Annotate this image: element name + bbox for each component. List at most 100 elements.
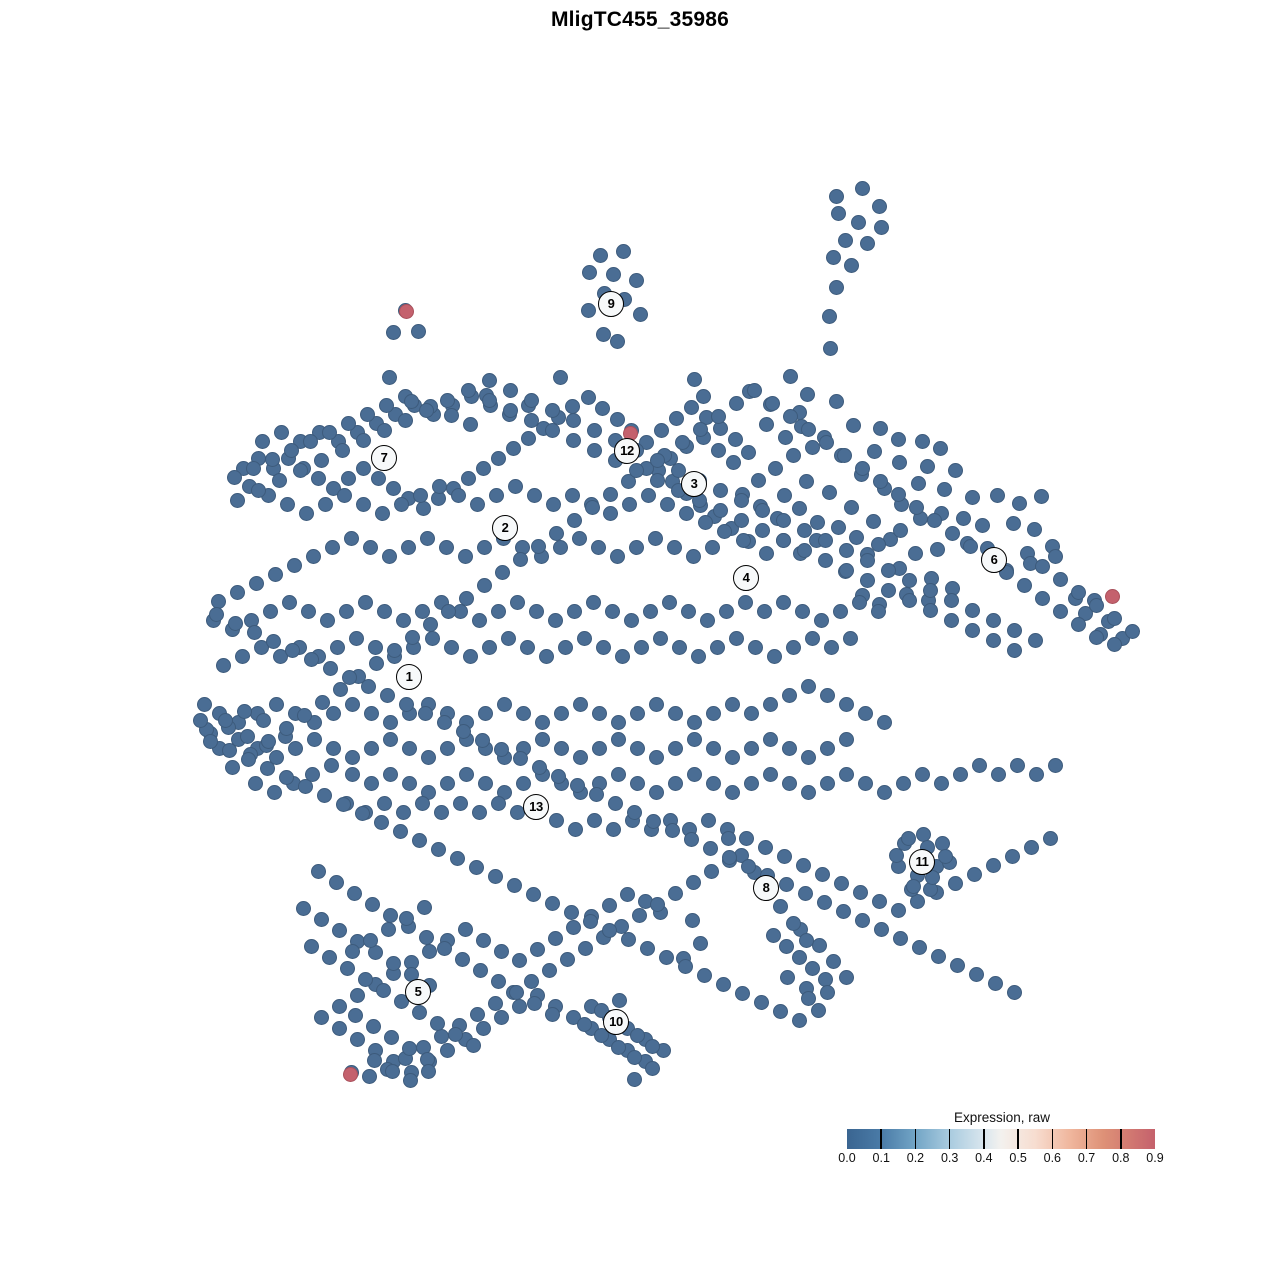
scatter-point: [340, 470, 356, 486]
scatter-point: [740, 858, 756, 874]
scatter-point: [357, 594, 373, 610]
scatter-point: [907, 545, 923, 561]
scatter-point: [332, 681, 348, 697]
scatter-point: [221, 742, 237, 758]
scatter-point: [854, 180, 870, 196]
scatter-point: [910, 475, 926, 491]
scatter-point: [534, 731, 550, 747]
scatter-point: [604, 603, 620, 619]
scatter-point: [919, 458, 935, 474]
cluster-label-6[interactable]: 6: [981, 547, 1007, 573]
cluster-label-2[interactable]: 2: [492, 515, 518, 541]
scatter-point: [262, 603, 278, 619]
scatter-point: [354, 805, 370, 821]
scatter-point: [452, 795, 468, 811]
scatter-point: [343, 530, 359, 546]
scatter-point: [777, 429, 793, 445]
scatter-point: [607, 795, 623, 811]
scatter-point: [268, 696, 284, 712]
scatter-point: [870, 536, 886, 552]
scatter-point: [758, 416, 774, 432]
scatter-point: [335, 796, 351, 812]
scatter-point: [737, 594, 753, 610]
cluster-label-3[interactable]: 3: [681, 471, 707, 497]
scatter-point: [781, 687, 797, 703]
scatter-point: [591, 705, 607, 721]
scatter-point: [563, 904, 579, 920]
scatter-point: [460, 470, 476, 486]
scatter-point: [418, 929, 434, 945]
scatter-point: [609, 411, 625, 427]
scatter-point: [402, 1072, 418, 1088]
scatter-point: [890, 902, 906, 918]
colorbar-tick: [948, 1129, 951, 1149]
scatter-point: [699, 612, 715, 628]
scatter-point: [511, 952, 527, 968]
scatter-point: [424, 630, 440, 646]
scatter-point: [328, 874, 344, 890]
scatter-point: [838, 562, 854, 578]
scatter-point: [629, 1027, 645, 1043]
scatter-point: [509, 594, 525, 610]
scatter-point: [733, 512, 749, 528]
scatter-point: [817, 552, 833, 568]
scatter-point: [565, 432, 581, 448]
scatter-point: [640, 487, 656, 503]
scatter-point: [610, 731, 626, 747]
cluster-label-10[interactable]: 10: [603, 1009, 629, 1035]
scatter-point: [700, 812, 716, 828]
scatter-point: [481, 639, 497, 655]
scatter-point: [740, 444, 756, 460]
scatter-point: [474, 732, 490, 748]
cluster-label-9[interactable]: 9: [598, 291, 624, 317]
scatter-point: [837, 232, 853, 248]
scatter-point: [519, 639, 535, 655]
scatter-point: [530, 538, 546, 554]
scatter-point: [1047, 548, 1063, 564]
scatter-point: [572, 696, 588, 712]
cluster-label-5[interactable]: 5: [405, 979, 431, 1005]
cluster-label-13[interactable]: 13: [523, 794, 549, 820]
scatter-point: [814, 866, 830, 882]
scatter-point: [828, 279, 844, 295]
scatter-point: [697, 514, 713, 530]
scatter-point: [990, 766, 1006, 782]
scatter-point: [224, 759, 240, 775]
scatter-point: [544, 1006, 560, 1022]
scatter-point: [684, 912, 700, 928]
scatter-point: [436, 940, 452, 956]
scatter-point: [1052, 603, 1068, 619]
scatter-point: [576, 1016, 592, 1032]
scatter-point: [325, 740, 341, 756]
scatter-point: [338, 603, 354, 619]
scatter-point: [481, 372, 497, 388]
scatter-point: [702, 840, 718, 856]
cluster-label-8[interactable]: 8: [753, 875, 779, 901]
scatter-point: [586, 422, 602, 438]
cluster-label-7[interactable]: 7: [371, 445, 397, 471]
scatter-point: [564, 398, 580, 414]
scatter-point: [590, 539, 606, 555]
scatter-point: [1023, 839, 1039, 855]
scatter-point: [667, 705, 683, 721]
scatter-point: [234, 648, 250, 664]
scatter-point: [362, 932, 378, 948]
scatter-point: [322, 660, 338, 676]
scatter-point: [1034, 558, 1050, 574]
cluster-label-1[interactable]: 1: [396, 664, 422, 690]
scatter-point: [632, 306, 648, 322]
scatter-point: [420, 749, 436, 765]
scatter-point: [626, 1049, 642, 1065]
scatter-point: [929, 541, 945, 557]
scatter-point: [581, 264, 597, 280]
scatter-point: [778, 938, 794, 954]
scatter-point: [767, 460, 783, 476]
scatter-point: [348, 630, 364, 646]
cluster-label-11[interactable]: 11: [909, 849, 935, 875]
cluster-label-4[interactable]: 4: [733, 565, 759, 591]
cluster-label-12[interactable]: 12: [614, 438, 640, 464]
scatter-point: [1006, 622, 1022, 638]
scatter-point: [1016, 577, 1032, 593]
scatter-point: [876, 784, 892, 800]
scatter-point: [859, 552, 875, 568]
